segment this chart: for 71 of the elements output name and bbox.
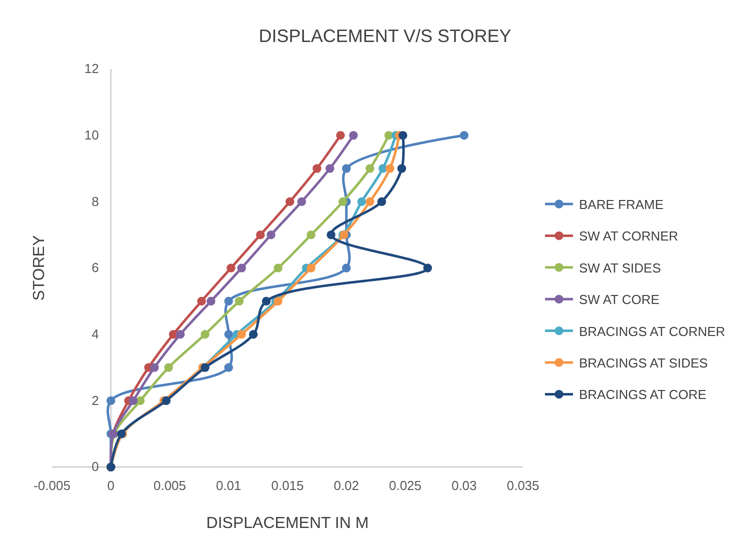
point [326,164,334,173]
legend-label: BRACINGS AT CORNER [579,324,726,339]
point [197,296,206,306]
point [150,363,159,372]
point [224,296,233,306]
x-tick-label: 0 [107,478,114,494]
point [460,130,468,140]
legend-label: BARE FRAME [579,197,664,212]
point [162,396,171,406]
y-tick-label: 10 [84,127,99,142]
y-tick-label: 0 [92,459,99,474]
point [398,130,408,140]
point [366,164,374,173]
legend-label: BRACINGS AT CORE [579,387,707,402]
point [377,197,386,206]
legend-label: BRACINGS AT SIDES [579,356,708,370]
legend-label: SW AT SIDES [579,260,662,276]
x-tick-label: -0.005 [34,478,70,494]
point [384,130,394,140]
point [285,197,294,206]
x-tick-label: 0.03 [451,478,477,494]
point [248,330,258,339]
y-axis-title: STOREY [31,234,48,301]
point [326,230,336,240]
point [226,264,236,272]
point [206,296,216,306]
point [128,396,138,406]
x-tick-label: 0.015 [271,478,304,494]
point [386,164,394,173]
point [274,296,282,306]
point [256,230,265,240]
point [342,164,351,173]
point [234,296,244,306]
point [200,330,210,339]
point [397,164,406,173]
point [366,197,374,206]
point [224,363,233,372]
x-tick-label: 0.01 [216,478,242,494]
point [312,164,322,173]
y-tick-label: 8 [92,194,99,209]
y-tick-label: 12 [84,61,99,76]
point [106,396,116,406]
y-tick-label: 2 [92,392,99,408]
point [164,363,173,372]
legend-label: SW AT CORE [579,292,660,308]
x-tick-label: 0.005 [153,478,186,494]
x-axis-title: DISPLACEMENT IN M [206,515,369,532]
point [266,230,276,240]
point [176,330,185,339]
point [423,264,432,272]
point [274,264,282,272]
point [342,264,351,272]
x-tick-label: 0.02 [334,478,360,494]
point [338,197,348,206]
point [237,264,246,272]
point [357,197,366,206]
y-tick-label: 6 [92,260,99,276]
x-tick-label: 0.035 [506,478,540,494]
point [349,130,358,140]
legend-label: SW AT CORNER [579,228,678,244]
x-tick-label: 0.025 [388,478,422,494]
point [262,296,271,306]
chart-title: DISPLACEMENT V/S STOREY [258,26,512,46]
point [306,230,316,240]
point [200,363,210,372]
point [224,330,233,339]
point [237,330,246,339]
point [336,130,345,140]
point [306,264,316,272]
y-tick-label: 4 [92,326,99,342]
point [297,197,306,206]
